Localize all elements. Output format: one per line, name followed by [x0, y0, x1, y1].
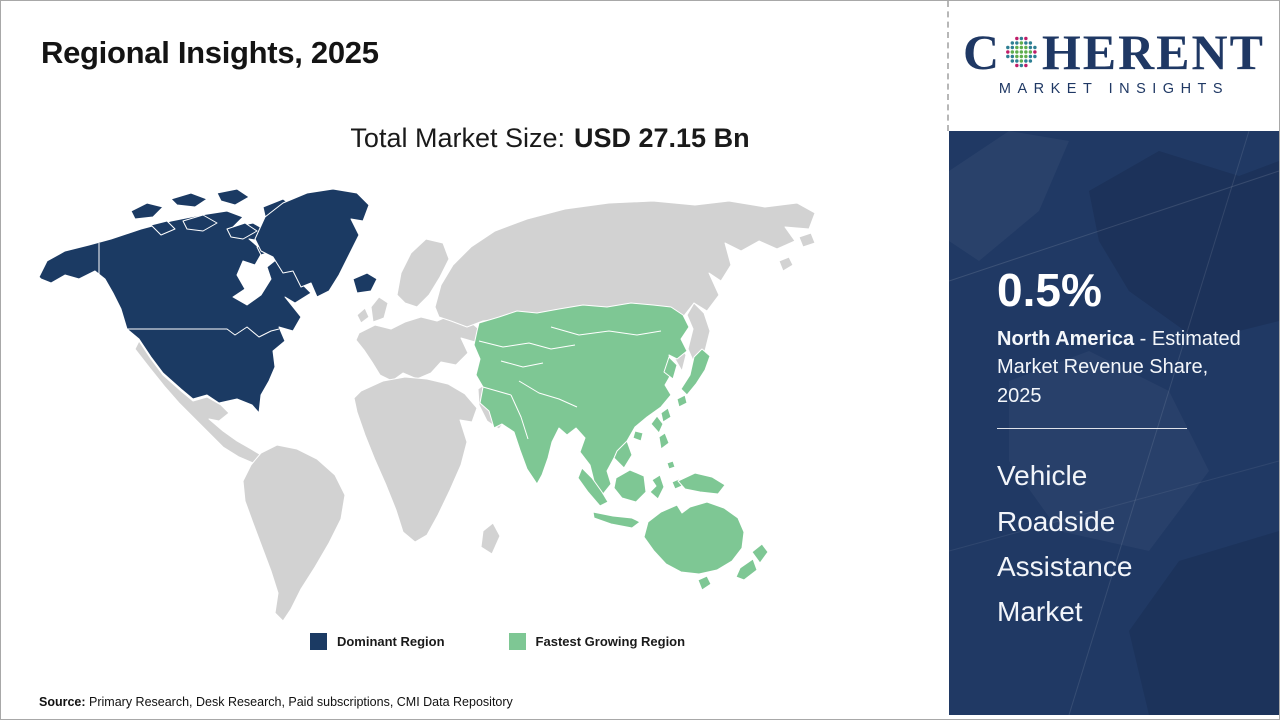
total-market-size: Total Market Size: USD 27.15 Bn: [1, 123, 949, 154]
island-borneo: [613, 469, 647, 503]
island-madagascar: [480, 522, 501, 555]
logo-letter-c: C: [963, 24, 1002, 80]
island-iceland: [352, 272, 378, 294]
island-taiwan: [660, 407, 672, 423]
total-market-size-label: Total Market Size:: [350, 123, 565, 153]
island-sulawesi: [649, 474, 665, 500]
island-arctic: [170, 192, 208, 208]
island-arctic: [130, 202, 164, 220]
dashed-divider: [947, 1, 949, 131]
landmass-asia: [473, 302, 690, 495]
landmass-australia: [643, 501, 745, 575]
map-legend: Dominant Region Fastest Growing Region: [1, 633, 949, 650]
region-other: [134, 200, 816, 622]
source-text: Primary Research, Desk Research, Paid su…: [85, 695, 513, 709]
island-philippines: [658, 432, 670, 450]
north-america-borders: [98, 243, 280, 338]
island-japan-south: [676, 394, 688, 408]
legend-label-fastest-growing: Fastest Growing Region: [535, 634, 686, 649]
dotted-globe-icon: [1006, 36, 1037, 68]
revenue-share-value: 0.5%: [997, 264, 1102, 316]
revenue-share-desc-rest: - Estimated Market Revenue Share, 2025: [997, 328, 1241, 407]
total-market-size-value: USD 27.15 Bn: [574, 123, 750, 153]
island-new-guinea: [677, 472, 726, 495]
coherent-logo: C: [963, 27, 1265, 97]
logo-word-herent: HERENT: [1041, 24, 1265, 80]
landmass-south-america: [242, 444, 346, 622]
region-fastest-growing: [473, 302, 769, 591]
island: [666, 460, 676, 470]
island-japan: [680, 348, 711, 396]
stats-sidebar: 0.5% North America - Estimated Market Re…: [949, 131, 1279, 715]
revenue-share-description: North America - Estimated Market Revenue…: [997, 325, 1249, 410]
island-tasmania: [697, 575, 712, 591]
market-name: Vehicle Roadside Assistance Market: [997, 460, 1133, 628]
legend-item-dominant: Dominant Region: [309, 633, 445, 650]
island-sumatra: [577, 467, 609, 507]
island: [798, 232, 816, 248]
island-great-britain: [370, 296, 389, 323]
landmass-europe: [355, 314, 481, 382]
sidebar-content: 0.5% North America - Estimated Market Re…: [949, 131, 1279, 635]
island-ireland: [356, 307, 370, 324]
landmass-greenland: [254, 188, 370, 298]
sidebar-divider: [997, 428, 1187, 430]
revenue-share-region: North America: [997, 328, 1135, 350]
world-map: [31, 181, 831, 626]
legend-swatch-dominant: [309, 633, 327, 650]
island-arctic: [216, 188, 250, 206]
asia-country-borders: [478, 326, 662, 466]
legend-swatch-fastest-growing: [508, 633, 526, 650]
region-dominant: [38, 188, 378, 414]
landmass-africa: [353, 376, 478, 543]
island-arctic: [182, 214, 218, 232]
island-hainan: [632, 430, 644, 442]
island-new-zealand-south: [735, 558, 758, 581]
source-note: Source: Primary Research, Desk Research,…: [39, 695, 513, 709]
legend-label-dominant: Dominant Region: [336, 634, 445, 649]
island-arctic: [150, 220, 176, 236]
landmass-korea: [663, 356, 678, 380]
world-map-svg: [38, 188, 816, 622]
logo-subtitle: MARKET INSIGHTS: [998, 81, 1230, 97]
island: [778, 256, 794, 272]
island-philippines: [650, 415, 664, 434]
source-label: Source:: [39, 695, 86, 709]
landmass-mexico-central-america: [134, 340, 262, 464]
island-new-zealand-north: [751, 543, 769, 564]
legend-item-fastest-growing: Fastest Growing Region: [508, 633, 686, 650]
island-arctic: [226, 222, 258, 240]
landmass-scandinavia: [396, 238, 450, 308]
island-java: [592, 511, 641, 529]
page-title: Regional Insights, 2025: [41, 35, 379, 70]
